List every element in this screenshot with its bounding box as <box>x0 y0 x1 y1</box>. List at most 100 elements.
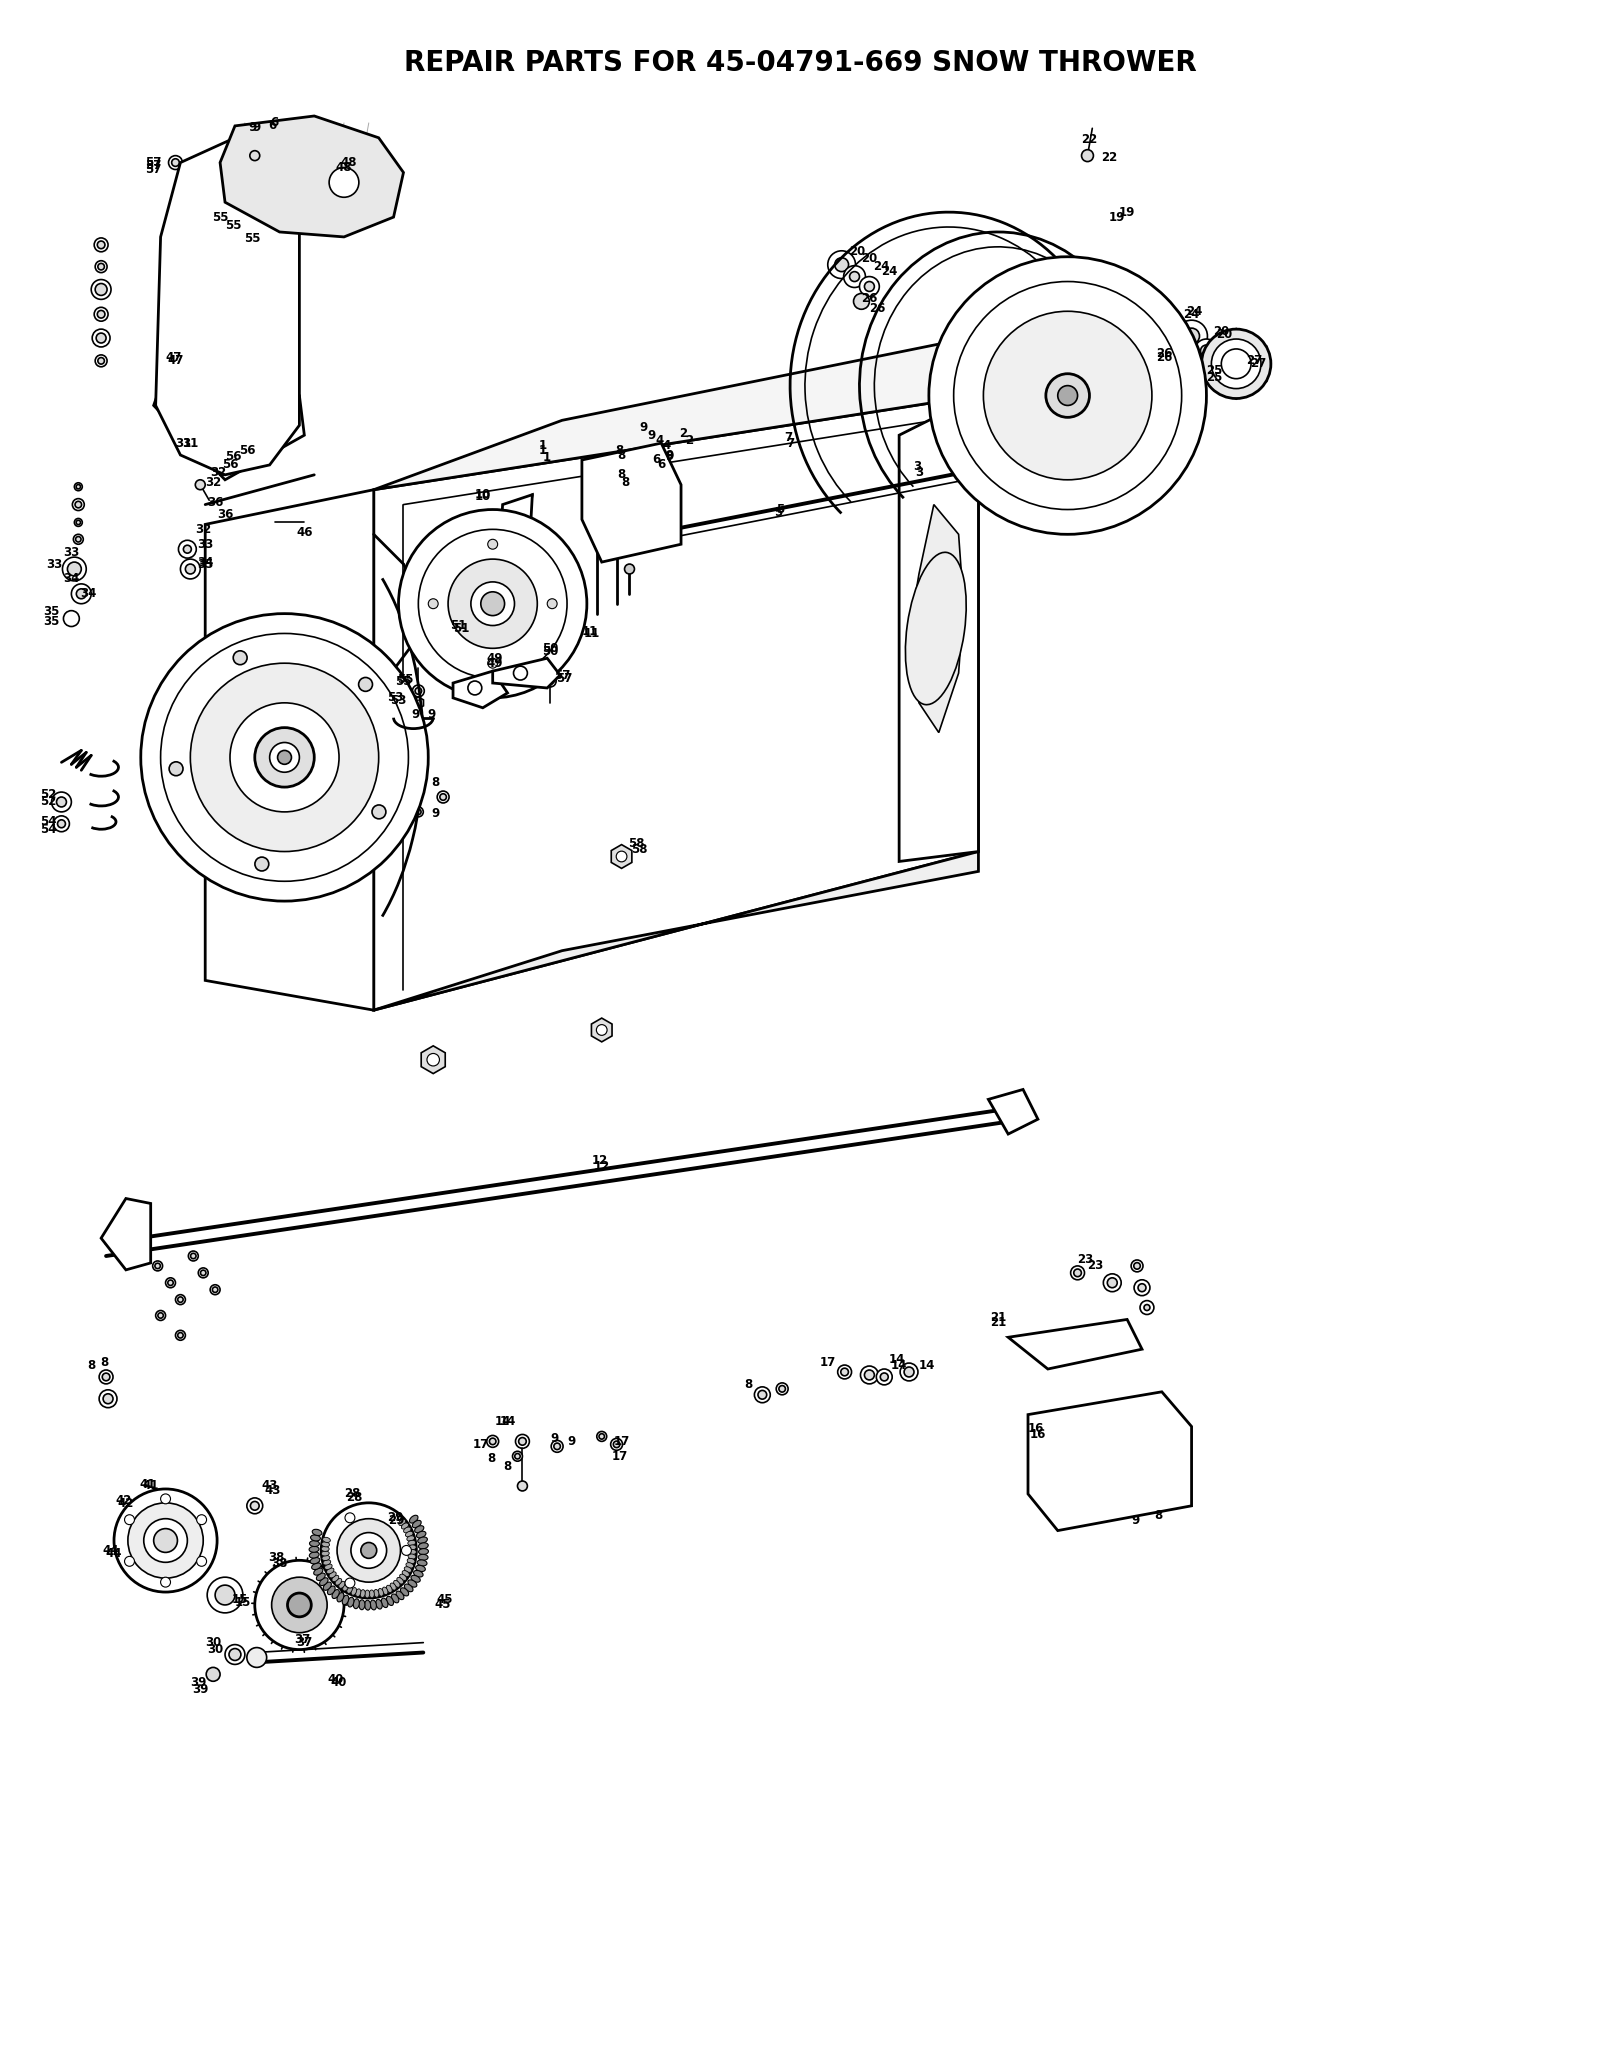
Text: 32: 32 <box>195 522 211 536</box>
Circle shape <box>197 1515 206 1525</box>
Text: 32: 32 <box>205 477 221 489</box>
Polygon shape <box>493 658 560 688</box>
Circle shape <box>134 1552 162 1578</box>
Text: 46: 46 <box>296 526 312 538</box>
Circle shape <box>1134 1262 1141 1270</box>
Circle shape <box>1176 321 1208 351</box>
Text: 19: 19 <box>1109 210 1125 224</box>
Circle shape <box>98 240 106 249</box>
Circle shape <box>226 1644 245 1665</box>
Text: 55: 55 <box>395 674 411 688</box>
Text: 24: 24 <box>1186 304 1203 319</box>
Circle shape <box>152 1262 163 1270</box>
Circle shape <box>1104 1274 1122 1293</box>
Circle shape <box>75 501 82 508</box>
Text: 43: 43 <box>264 1484 282 1498</box>
Ellipse shape <box>411 1576 421 1582</box>
Circle shape <box>160 633 408 882</box>
Circle shape <box>230 226 240 236</box>
Ellipse shape <box>322 1547 330 1552</box>
Circle shape <box>1163 351 1190 380</box>
Ellipse shape <box>314 1568 323 1574</box>
Text: 3: 3 <box>915 466 923 479</box>
Polygon shape <box>453 672 507 707</box>
Ellipse shape <box>342 1595 349 1605</box>
Circle shape <box>547 598 557 608</box>
Circle shape <box>98 358 104 364</box>
Text: 17: 17 <box>613 1434 630 1449</box>
Text: 51: 51 <box>450 619 466 633</box>
Ellipse shape <box>334 1578 342 1584</box>
Circle shape <box>488 538 498 549</box>
Circle shape <box>77 520 80 524</box>
Text: 8: 8 <box>621 477 630 489</box>
Text: 5: 5 <box>776 503 784 516</box>
Circle shape <box>181 559 200 580</box>
Circle shape <box>853 294 869 310</box>
Circle shape <box>859 277 880 296</box>
Text: 8: 8 <box>504 1459 512 1473</box>
Circle shape <box>437 791 450 804</box>
Ellipse shape <box>418 1560 427 1566</box>
Ellipse shape <box>402 1570 410 1576</box>
Circle shape <box>398 510 587 699</box>
Text: 28: 28 <box>344 1488 360 1500</box>
Text: 9: 9 <box>1131 1515 1139 1527</box>
Ellipse shape <box>323 1560 331 1566</box>
Text: 39: 39 <box>190 1675 206 1689</box>
Text: 6: 6 <box>653 454 661 466</box>
Text: 17: 17 <box>472 1438 490 1451</box>
Text: 16: 16 <box>1030 1428 1046 1441</box>
Ellipse shape <box>400 1589 408 1597</box>
Text: 4: 4 <box>662 438 670 452</box>
Text: 9: 9 <box>427 709 435 721</box>
Circle shape <box>221 148 230 158</box>
Circle shape <box>517 1482 528 1492</box>
Circle shape <box>1074 1270 1082 1276</box>
Ellipse shape <box>408 1558 414 1564</box>
Ellipse shape <box>309 1545 318 1552</box>
Circle shape <box>611 1438 622 1451</box>
Circle shape <box>155 1311 165 1321</box>
Ellipse shape <box>405 1566 411 1572</box>
Text: 38: 38 <box>272 1558 288 1570</box>
Circle shape <box>1211 339 1261 388</box>
Circle shape <box>1058 386 1077 405</box>
Circle shape <box>53 816 69 832</box>
Ellipse shape <box>347 1586 352 1593</box>
Ellipse shape <box>317 1572 325 1580</box>
Ellipse shape <box>418 1537 427 1543</box>
Text: 24: 24 <box>874 261 890 273</box>
Text: 53: 53 <box>390 695 406 707</box>
Text: 28: 28 <box>346 1492 362 1504</box>
Circle shape <box>346 1578 355 1589</box>
Circle shape <box>776 1383 789 1395</box>
Text: REPAIR PARTS FOR 45-04791-669 SNOW THROWER: REPAIR PARTS FOR 45-04791-669 SNOW THROW… <box>403 49 1197 78</box>
Text: 10: 10 <box>475 491 491 503</box>
Circle shape <box>616 851 627 861</box>
Ellipse shape <box>320 1578 328 1586</box>
Circle shape <box>288 1593 312 1617</box>
Circle shape <box>440 793 446 799</box>
Ellipse shape <box>413 1521 421 1527</box>
Circle shape <box>547 678 554 684</box>
Circle shape <box>984 310 1152 479</box>
Text: 55: 55 <box>397 672 414 686</box>
Circle shape <box>880 1373 888 1381</box>
Circle shape <box>1195 339 1218 364</box>
Text: 56: 56 <box>222 458 238 471</box>
Text: 14: 14 <box>494 1416 510 1428</box>
Ellipse shape <box>323 1582 331 1591</box>
Ellipse shape <box>410 1515 418 1523</box>
Text: 23: 23 <box>1077 1254 1094 1266</box>
Circle shape <box>200 1270 206 1276</box>
Polygon shape <box>611 845 632 869</box>
Polygon shape <box>1029 1391 1192 1531</box>
Text: 8: 8 <box>618 469 626 481</box>
Polygon shape <box>989 1089 1038 1134</box>
Text: 14: 14 <box>890 1352 906 1367</box>
Text: 31: 31 <box>176 436 192 450</box>
Ellipse shape <box>418 1554 429 1560</box>
Text: 54: 54 <box>40 816 58 828</box>
Ellipse shape <box>338 1593 344 1603</box>
